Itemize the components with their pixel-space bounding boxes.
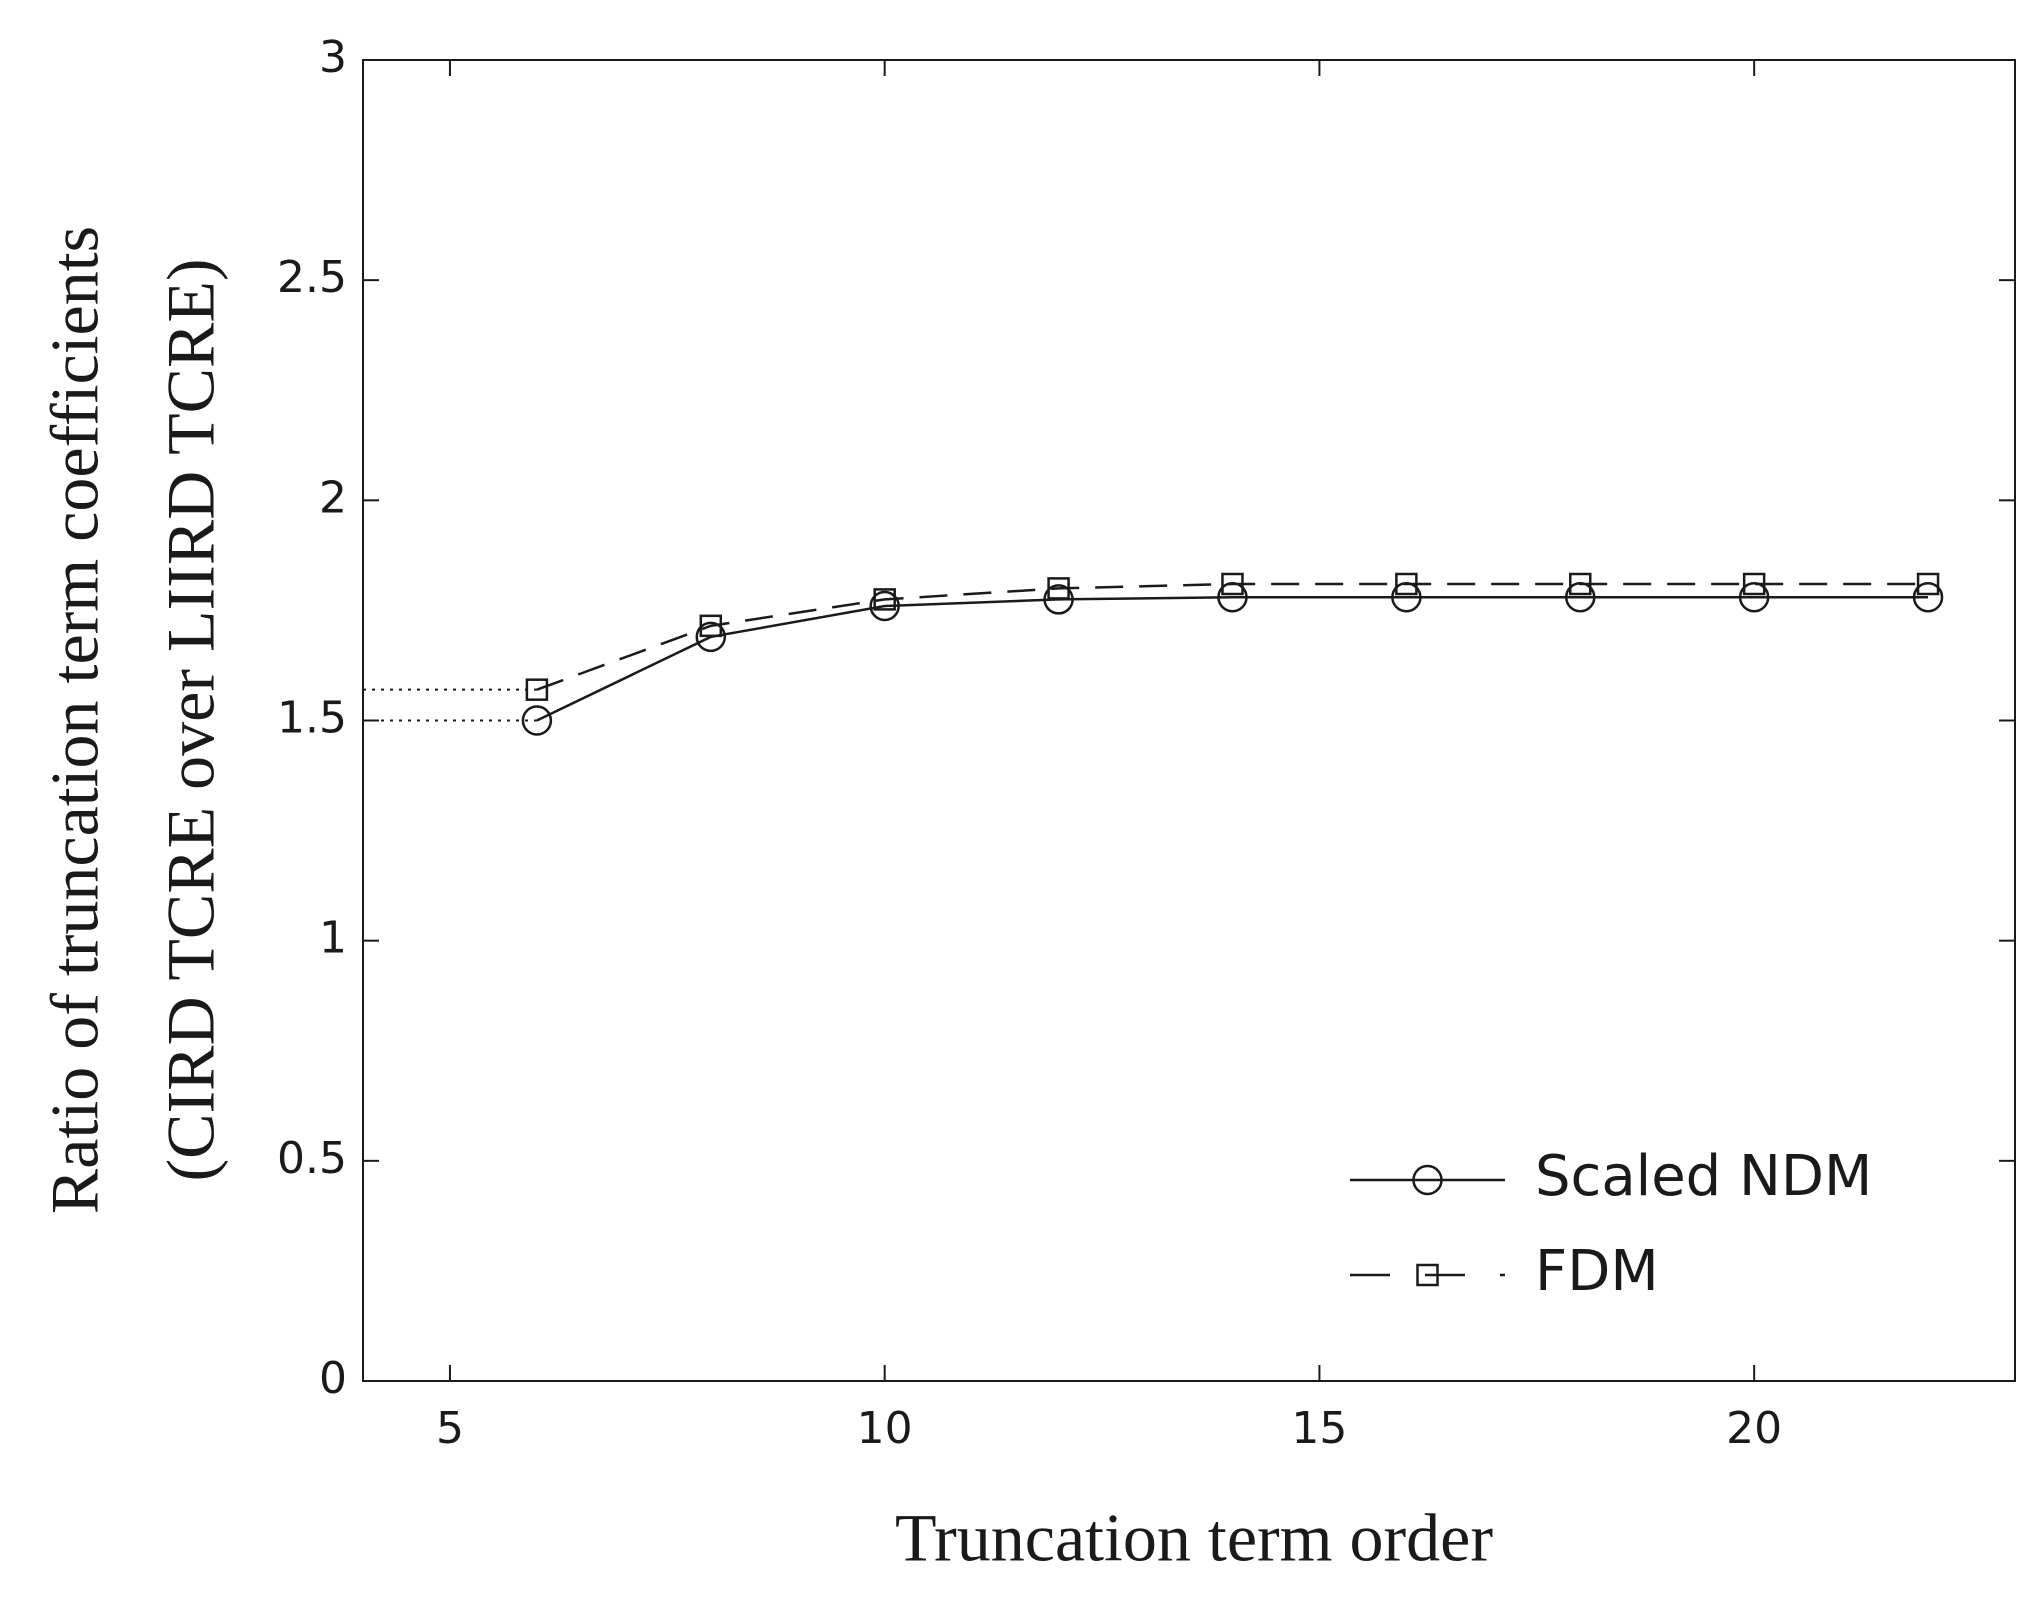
y-tick-label: 1.5: [277, 693, 347, 744]
x-axis-label: Truncation term order: [895, 1500, 1493, 1576]
marker: [869, 590, 900, 622]
y-tick-label: 0: [319, 1353, 347, 1404]
y-axis-label: (CIRD TCRE over LIIRD TCRE): [153, 259, 229, 1182]
legend-label: Scaled NDM: [1535, 1144, 1872, 1209]
y-tick-label: 0.5: [277, 1133, 347, 1184]
y-tick-label: 1: [319, 913, 347, 964]
y-tick-label: 3: [319, 32, 347, 83]
marker: [1912, 581, 1944, 613]
x-tick-label: 20: [1726, 1403, 1782, 1454]
marker: [1395, 572, 1418, 596]
marker: [695, 621, 727, 653]
y-axis-label: Ratio of truncation term coefficients: [37, 226, 113, 1214]
marker: [1047, 577, 1070, 600]
marker: [1416, 1263, 1439, 1287]
marker: [1569, 572, 1592, 596]
marker: [525, 678, 549, 701]
marker: [1738, 581, 1770, 613]
x-tick-label: 5: [436, 1403, 464, 1454]
legend-label: FDM: [1535, 1239, 1659, 1304]
marker: [1742, 572, 1766, 596]
series-line: [536, 582, 1929, 691]
x-tick-label: 15: [1291, 1403, 1347, 1454]
x-tick-label: 10: [857, 1403, 913, 1454]
marker: [1412, 1164, 1443, 1196]
marker: [1221, 572, 1244, 596]
marker: [1043, 584, 1074, 615]
y-tick-label: 2.5: [277, 252, 347, 303]
marker: [521, 705, 553, 736]
marker: [873, 588, 896, 611]
marker: [1916, 572, 1940, 596]
series-line: [536, 595, 1929, 722]
marker: [699, 614, 723, 638]
y-tick-label: 2: [319, 472, 347, 523]
